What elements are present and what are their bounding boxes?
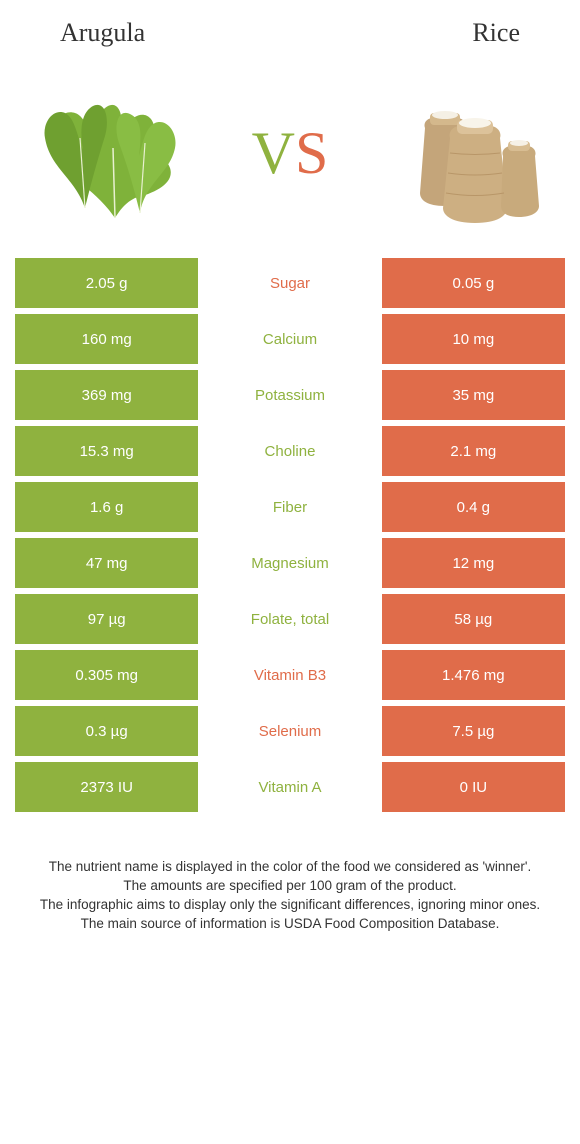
nutrient-label: Folate, total	[198, 594, 381, 644]
left-value: 2373 IU	[15, 762, 198, 812]
table-row: 97 µgFolate, total58 µg	[15, 594, 565, 644]
nutrient-label: Choline	[198, 426, 381, 476]
nutrient-label: Selenium	[198, 706, 381, 756]
left-value: 47 mg	[15, 538, 198, 588]
vs-s: S	[295, 120, 328, 186]
table-row: 0.305 mgVitamin B31.476 mg	[15, 650, 565, 700]
arugula-icon	[20, 73, 210, 233]
right-value: 7.5 µg	[382, 706, 565, 756]
right-value: 0.4 g	[382, 482, 565, 532]
left-value: 0.305 mg	[15, 650, 198, 700]
table-row: 369 mgPotassium35 mg	[15, 370, 565, 420]
left-value: 160 mg	[15, 314, 198, 364]
table-row: 160 mgCalcium10 mg	[15, 314, 565, 364]
left-food-title: Arugula	[60, 18, 145, 48]
vs-v: V	[252, 120, 295, 186]
left-value: 2.05 g	[15, 258, 198, 308]
right-value: 12 mg	[382, 538, 565, 588]
left-value: 369 mg	[15, 370, 198, 420]
table-row: 2.05 gSugar0.05 g	[15, 258, 565, 308]
left-value: 0.3 µg	[15, 706, 198, 756]
nutrient-label: Calcium	[198, 314, 381, 364]
right-value: 58 µg	[382, 594, 565, 644]
right-value: 0.05 g	[382, 258, 565, 308]
right-value: 2.1 mg	[382, 426, 565, 476]
comparison-table: 2.05 gSugar0.05 g 160 mgCalcium10 mg 369 m…	[0, 258, 580, 812]
vs-label: VS	[252, 119, 329, 188]
footer-line: The nutrient name is displayed in the co…	[25, 858, 555, 877]
nutrient-label: Vitamin A	[198, 762, 381, 812]
header: Arugula Rice	[0, 0, 580, 58]
table-row: 0.3 µgSelenium7.5 µg	[15, 706, 565, 756]
nutrient-label: Vitamin B3	[198, 650, 381, 700]
nutrient-label: Fiber	[198, 482, 381, 532]
footer-line: The amounts are specified per 100 gram o…	[25, 877, 555, 896]
right-food-title: Rice	[472, 18, 520, 48]
right-value: 1.476 mg	[382, 650, 565, 700]
footer-line: The main source of information is USDA F…	[25, 915, 555, 934]
rice-icon	[370, 73, 560, 233]
table-row: 1.6 gFiber0.4 g	[15, 482, 565, 532]
nutrient-label: Potassium	[198, 370, 381, 420]
left-value: 97 µg	[15, 594, 198, 644]
footer-notes: The nutrient name is displayed in the co…	[0, 818, 580, 934]
images-row: VS	[0, 58, 580, 258]
footer-line: The infographic aims to display only the…	[25, 896, 555, 915]
left-value: 15.3 mg	[15, 426, 198, 476]
table-row: 2373 IUVitamin A0 IU	[15, 762, 565, 812]
table-row: 15.3 mgCholine2.1 mg	[15, 426, 565, 476]
table-row: 47 mgMagnesium12 mg	[15, 538, 565, 588]
right-value: 0 IU	[382, 762, 565, 812]
right-value: 10 mg	[382, 314, 565, 364]
nutrient-label: Magnesium	[198, 538, 381, 588]
nutrient-label: Sugar	[198, 258, 381, 308]
left-value: 1.6 g	[15, 482, 198, 532]
right-value: 35 mg	[382, 370, 565, 420]
